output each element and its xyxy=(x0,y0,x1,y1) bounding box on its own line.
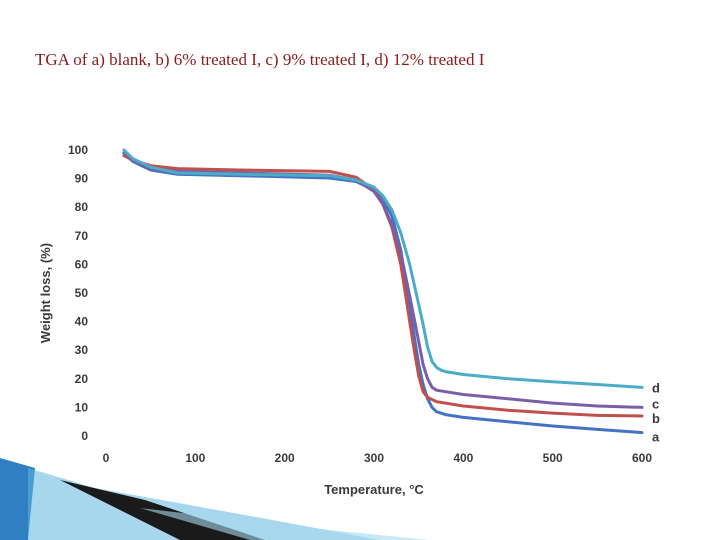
y-tick-label: 60 xyxy=(75,257,89,271)
y-tick-label: 20 xyxy=(75,372,89,386)
series-line-b xyxy=(122,154,644,418)
x-tick-label: 400 xyxy=(453,451,473,465)
series-line-d xyxy=(122,148,644,389)
corner-shape-dark xyxy=(0,458,35,540)
x-tick-label: 300 xyxy=(364,451,384,465)
x-tick-label: 0 xyxy=(103,451,110,465)
x-tick-label: 200 xyxy=(275,451,295,465)
y-tick-label: 10 xyxy=(75,400,89,414)
x-tick-label: 600 xyxy=(632,451,652,465)
y-tick-label: 70 xyxy=(75,229,89,243)
corner-swoosh-light xyxy=(28,468,380,540)
tga-chart-svg: 0 10 20 30 40 50 60 70 80 90 100 0 100 200 300 400 500 6… xyxy=(38,143,660,497)
slide-title: TGA of a) blank, b) 6% treated I, c) 9% … xyxy=(35,50,485,69)
y-tick-label: 30 xyxy=(75,343,89,357)
series-label-a: a xyxy=(652,430,660,445)
y-tick-label: 50 xyxy=(75,286,89,300)
y-tick-label: 40 xyxy=(75,315,89,329)
series-label-c: c xyxy=(652,396,659,411)
y-axis-ticks: 0 10 20 30 40 50 60 70 80 90 100 xyxy=(68,143,88,443)
x-tick-label: 100 xyxy=(185,451,205,465)
y-tick-label: 80 xyxy=(75,200,89,214)
tga-chart: 0 10 20 30 40 50 60 70 80 90 100 0 100 200 300 400 500 6… xyxy=(34,140,674,500)
corner-swoosh-pale xyxy=(140,508,430,540)
x-axis-title: Temperature, °C xyxy=(324,482,424,497)
y-tick-label: 90 xyxy=(75,172,89,186)
series-lines xyxy=(122,148,644,435)
y-tick-label: 0 xyxy=(81,429,88,443)
y-axis-title: Weight loss, (%) xyxy=(38,243,53,343)
x-axis-ticks: 0 100 200 300 400 500 600 xyxy=(103,451,653,465)
y-tick-label: 100 xyxy=(68,143,88,157)
x-tick-label: 500 xyxy=(543,451,563,465)
series-label-b: b xyxy=(652,411,660,426)
series-label-d: d xyxy=(652,380,660,395)
